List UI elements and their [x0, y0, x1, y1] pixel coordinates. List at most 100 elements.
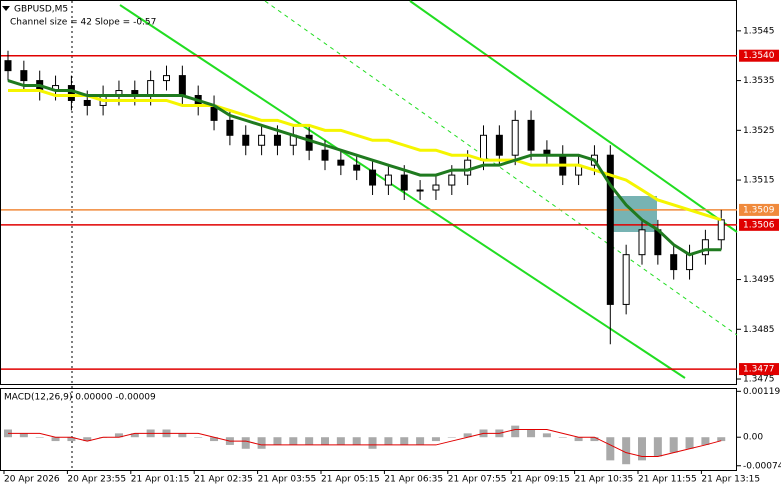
candle-body [495, 134, 503, 156]
y-tick-label: 1.3485 [743, 325, 775, 335]
macd-bar [511, 425, 520, 438]
macd-bar [336, 437, 345, 445]
macd-bar [606, 437, 615, 461]
candle-body [701, 239, 709, 256]
macd-bar [685, 437, 694, 449]
macd-bar [305, 437, 314, 445]
candle-body [606, 154, 614, 305]
macd-bar [130, 433, 139, 438]
highlight-zone [608, 196, 657, 232]
candle-body [242, 134, 250, 146]
macd-bar [400, 437, 409, 445]
level-label-box [739, 49, 779, 62]
x-tick-label: 21 Apr 07:55 [448, 475, 507, 485]
macd-bar [289, 437, 298, 445]
macd-y-tick-label: 0.00119 [743, 387, 780, 397]
y-tick-label: 1.3475 [743, 375, 775, 385]
candle-body [432, 184, 440, 191]
macd-bar [701, 437, 710, 445]
candle-body [686, 254, 694, 271]
x-tick-label: 21 Apr 10:35 [575, 475, 634, 485]
macd-bar [638, 437, 646, 461]
candle-body [305, 134, 313, 151]
macd-bar [368, 437, 377, 449]
macd-bar [210, 437, 219, 442]
x-tick-label: 20 Apr 23:55 [67, 475, 126, 485]
macd-bar [622, 437, 631, 465]
candle-body [163, 75, 170, 82]
level-label-box [739, 218, 779, 231]
candle-body [273, 134, 281, 146]
macd-bar [527, 429, 536, 438]
macd-bar [273, 437, 282, 445]
macd-signal [8, 429, 722, 457]
candle-body [638, 229, 646, 256]
level-label: 1.3506 [743, 220, 775, 230]
channel-info: Channel size = 42 Slope = -0.57 [10, 18, 156, 28]
macd-bar [416, 437, 425, 445]
x-tick-label: 21 Apr 09:15 [511, 475, 570, 485]
y-tick-label: 1.3515 [743, 176, 775, 186]
macd-bar [321, 437, 329, 445]
y-tick-label: 1.3535 [743, 76, 775, 86]
macd-y-tick-label: -0.00074 [743, 461, 781, 471]
macd-bar [352, 437, 361, 445]
macd-y-tick-label: 0.00 [743, 433, 763, 443]
macd-bar [463, 433, 472, 438]
candle-body [258, 134, 266, 146]
candle-body [321, 149, 329, 161]
macd-bar [558, 437, 567, 438]
x-tick-label: 21 Apr 13:15 [701, 475, 760, 485]
level-label-box [739, 203, 779, 216]
macd-bar [574, 437, 583, 442]
level-label: 1.3509 [743, 205, 775, 215]
macd-bar [19, 433, 28, 438]
candle-body [464, 159, 472, 176]
macd-bar [51, 437, 60, 442]
candle-body [511, 119, 519, 156]
macd-bar [384, 437, 393, 445]
candle-body [353, 164, 361, 171]
candle-body [337, 159, 345, 166]
macd-bar [178, 433, 187, 438]
main-pane [0, 0, 737, 385]
channel-lower [119, 4, 686, 379]
candle-body [83, 99, 91, 106]
candle-body [480, 134, 487, 161]
x-tick-label: 21 Apr 11:55 [638, 475, 697, 485]
x-tick-label: 21 Apr 02:35 [194, 475, 253, 485]
candle-body [527, 119, 535, 151]
x-tick-label: 21 Apr 03:55 [258, 475, 317, 485]
macd-bar [590, 437, 599, 442]
macd-bar [653, 437, 662, 457]
candle-body [416, 189, 424, 192]
y-tick-label: 1.3495 [743, 275, 775, 285]
macd-bar [447, 437, 456, 438]
candle-body [178, 75, 186, 97]
macd-bar [717, 437, 726, 442]
symbol-icon [2, 6, 10, 11]
candle-body [448, 174, 456, 186]
candle-body [20, 70, 28, 82]
candle-body [400, 174, 408, 191]
moving-average [7, 79, 722, 257]
macd-bar [431, 437, 440, 442]
macd-bar [83, 437, 92, 442]
macd-bar [67, 437, 76, 442]
level-label: 1.3540 [743, 51, 775, 61]
level-label: 1.3477 [743, 365, 775, 375]
macd-bar [542, 433, 551, 438]
channel-upper [409, 0, 738, 233]
y-tick-label: 1.3525 [743, 126, 775, 136]
x-tick-label: 21 Apr 06:35 [384, 475, 443, 485]
candle-body [67, 85, 75, 101]
candle-body [670, 254, 678, 271]
symbol-title: GBPUSD,M5 [14, 5, 68, 15]
level-label-box [739, 363, 779, 376]
channel-middle [264, 0, 738, 336]
macd-bar [241, 437, 250, 449]
candle-body [369, 169, 377, 186]
macd-bar [114, 433, 123, 438]
x-tick-label: 21 Apr 01:15 [131, 475, 190, 485]
